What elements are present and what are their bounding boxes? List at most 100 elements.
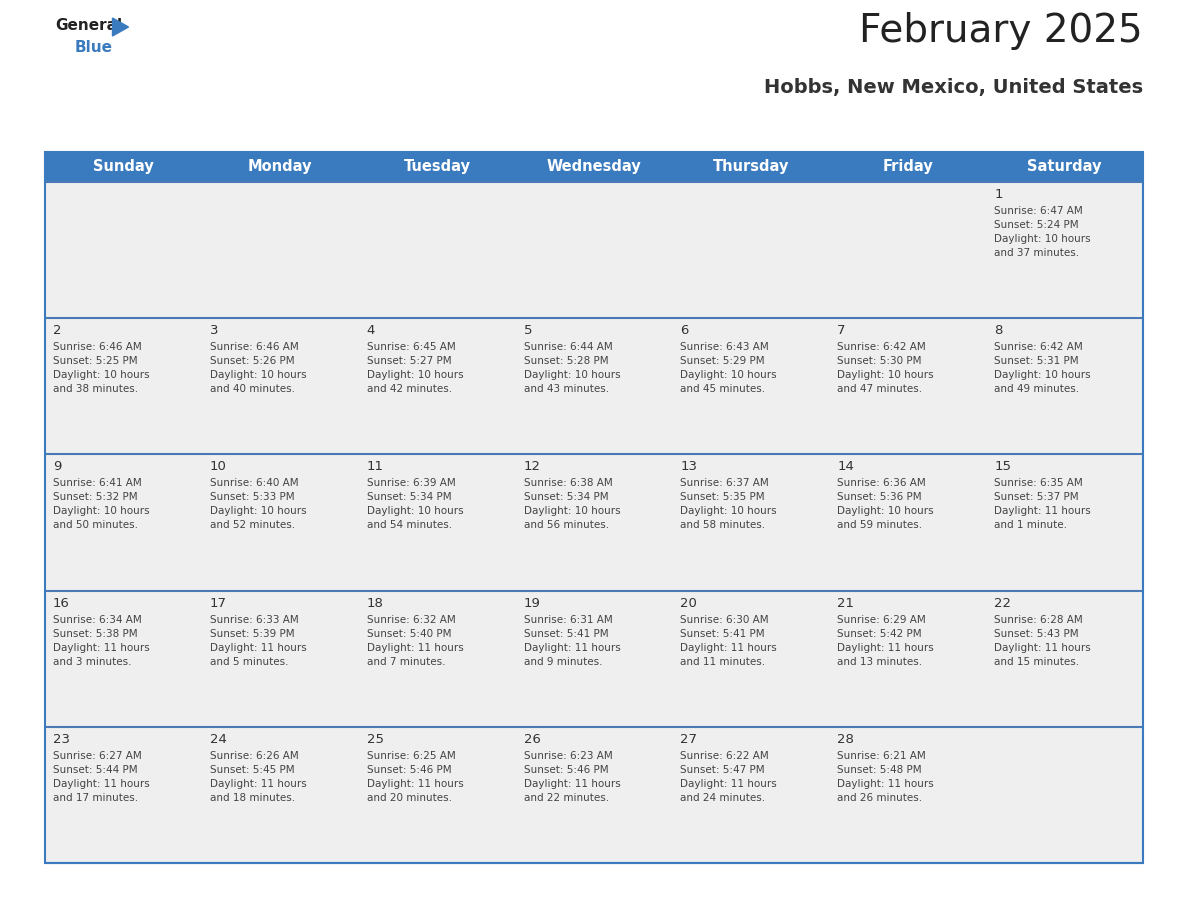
Text: 24: 24	[210, 733, 227, 745]
Text: Sunrise: 6:30 AM
Sunset: 5:41 PM
Daylight: 11 hours
and 11 minutes.: Sunrise: 6:30 AM Sunset: 5:41 PM Dayligh…	[681, 614, 777, 666]
Text: Sunrise: 6:42 AM
Sunset: 5:30 PM
Daylight: 10 hours
and 47 minutes.: Sunrise: 6:42 AM Sunset: 5:30 PM Dayligh…	[838, 342, 934, 394]
Text: 2: 2	[53, 324, 62, 337]
Polygon shape	[113, 18, 128, 36]
Text: Saturday: Saturday	[1028, 160, 1101, 174]
Bar	[202, 590, 359, 727]
Bar	[672, 590, 829, 727]
Text: 1: 1	[994, 188, 1003, 201]
Text: Friday: Friday	[883, 160, 933, 174]
Bar	[202, 454, 359, 590]
Bar	[829, 454, 986, 590]
Text: 13: 13	[681, 461, 697, 474]
Bar	[516, 182, 672, 319]
Text: Wednesday: Wednesday	[546, 160, 642, 174]
Bar	[672, 182, 829, 319]
Text: 26: 26	[524, 733, 541, 745]
Text: 22: 22	[994, 597, 1011, 610]
Text: Sunrise: 6:22 AM
Sunset: 5:47 PM
Daylight: 11 hours
and 24 minutes.: Sunrise: 6:22 AM Sunset: 5:47 PM Dayligh…	[681, 751, 777, 803]
Bar	[202, 182, 359, 319]
Bar	[516, 454, 672, 590]
Bar	[672, 727, 829, 863]
Text: Sunrise: 6:38 AM
Sunset: 5:34 PM
Daylight: 10 hours
and 56 minutes.: Sunrise: 6:38 AM Sunset: 5:34 PM Dayligh…	[524, 478, 620, 531]
Bar	[359, 454, 516, 590]
Bar	[516, 727, 672, 863]
Bar	[986, 319, 1143, 454]
Bar	[45, 727, 202, 863]
Text: 16: 16	[53, 597, 70, 610]
Text: Thursday: Thursday	[713, 160, 789, 174]
Text: 4: 4	[367, 324, 375, 337]
Bar	[986, 590, 1143, 727]
Bar	[829, 319, 986, 454]
Bar	[829, 182, 986, 319]
Text: Sunrise: 6:32 AM
Sunset: 5:40 PM
Daylight: 11 hours
and 7 minutes.: Sunrise: 6:32 AM Sunset: 5:40 PM Dayligh…	[367, 614, 463, 666]
Text: Sunrise: 6:41 AM
Sunset: 5:32 PM
Daylight: 10 hours
and 50 minutes.: Sunrise: 6:41 AM Sunset: 5:32 PM Dayligh…	[53, 478, 150, 531]
Text: 21: 21	[838, 597, 854, 610]
Text: Sunrise: 6:40 AM
Sunset: 5:33 PM
Daylight: 10 hours
and 52 minutes.: Sunrise: 6:40 AM Sunset: 5:33 PM Dayligh…	[210, 478, 307, 531]
Bar	[986, 182, 1143, 319]
Text: 23: 23	[53, 733, 70, 745]
Bar	[45, 152, 1143, 863]
Text: Sunrise: 6:33 AM
Sunset: 5:39 PM
Daylight: 11 hours
and 5 minutes.: Sunrise: 6:33 AM Sunset: 5:39 PM Dayligh…	[210, 614, 307, 666]
Text: 6: 6	[681, 324, 689, 337]
Text: Sunrise: 6:31 AM
Sunset: 5:41 PM
Daylight: 11 hours
and 9 minutes.: Sunrise: 6:31 AM Sunset: 5:41 PM Dayligh…	[524, 614, 620, 666]
Bar	[516, 319, 672, 454]
Text: Sunrise: 6:47 AM
Sunset: 5:24 PM
Daylight: 10 hours
and 37 minutes.: Sunrise: 6:47 AM Sunset: 5:24 PM Dayligh…	[994, 206, 1091, 258]
Text: Sunrise: 6:39 AM
Sunset: 5:34 PM
Daylight: 10 hours
and 54 minutes.: Sunrise: 6:39 AM Sunset: 5:34 PM Dayligh…	[367, 478, 463, 531]
Text: Sunrise: 6:42 AM
Sunset: 5:31 PM
Daylight: 10 hours
and 49 minutes.: Sunrise: 6:42 AM Sunset: 5:31 PM Dayligh…	[994, 342, 1091, 394]
Text: 17: 17	[210, 597, 227, 610]
Bar	[672, 454, 829, 590]
Bar	[359, 182, 516, 319]
Bar	[359, 319, 516, 454]
Text: Sunrise: 6:27 AM
Sunset: 5:44 PM
Daylight: 11 hours
and 17 minutes.: Sunrise: 6:27 AM Sunset: 5:44 PM Dayligh…	[53, 751, 150, 803]
Text: Sunrise: 6:23 AM
Sunset: 5:46 PM
Daylight: 11 hours
and 22 minutes.: Sunrise: 6:23 AM Sunset: 5:46 PM Dayligh…	[524, 751, 620, 803]
Text: 11: 11	[367, 461, 384, 474]
Text: Sunrise: 6:28 AM
Sunset: 5:43 PM
Daylight: 11 hours
and 15 minutes.: Sunrise: 6:28 AM Sunset: 5:43 PM Dayligh…	[994, 614, 1091, 666]
Text: 14: 14	[838, 461, 854, 474]
Bar	[359, 727, 516, 863]
Text: Sunrise: 6:34 AM
Sunset: 5:38 PM
Daylight: 11 hours
and 3 minutes.: Sunrise: 6:34 AM Sunset: 5:38 PM Dayligh…	[53, 614, 150, 666]
Text: Tuesday: Tuesday	[404, 160, 470, 174]
Text: 7: 7	[838, 324, 846, 337]
Text: Sunrise: 6:45 AM
Sunset: 5:27 PM
Daylight: 10 hours
and 42 minutes.: Sunrise: 6:45 AM Sunset: 5:27 PM Dayligh…	[367, 342, 463, 394]
Text: 25: 25	[367, 733, 384, 745]
Text: Sunrise: 6:46 AM
Sunset: 5:26 PM
Daylight: 10 hours
and 40 minutes.: Sunrise: 6:46 AM Sunset: 5:26 PM Dayligh…	[210, 342, 307, 394]
Text: 12: 12	[524, 461, 541, 474]
Text: 5: 5	[524, 324, 532, 337]
Bar	[45, 319, 202, 454]
Text: Sunrise: 6:25 AM
Sunset: 5:46 PM
Daylight: 11 hours
and 20 minutes.: Sunrise: 6:25 AM Sunset: 5:46 PM Dayligh…	[367, 751, 463, 803]
Bar	[45, 182, 202, 319]
Bar	[829, 590, 986, 727]
Text: 15: 15	[994, 461, 1011, 474]
Bar	[45, 590, 202, 727]
Text: Sunrise: 6:37 AM
Sunset: 5:35 PM
Daylight: 10 hours
and 58 minutes.: Sunrise: 6:37 AM Sunset: 5:35 PM Dayligh…	[681, 478, 777, 531]
Text: Sunrise: 6:36 AM
Sunset: 5:36 PM
Daylight: 10 hours
and 59 minutes.: Sunrise: 6:36 AM Sunset: 5:36 PM Dayligh…	[838, 478, 934, 531]
Text: General: General	[55, 18, 122, 33]
Bar	[986, 454, 1143, 590]
Text: February 2025: February 2025	[859, 12, 1143, 50]
Bar	[359, 590, 516, 727]
Text: Hobbs, New Mexico, United States: Hobbs, New Mexico, United States	[764, 78, 1143, 97]
Text: Sunrise: 6:44 AM
Sunset: 5:28 PM
Daylight: 10 hours
and 43 minutes.: Sunrise: 6:44 AM Sunset: 5:28 PM Dayligh…	[524, 342, 620, 394]
Text: 28: 28	[838, 733, 854, 745]
Text: Sunrise: 6:35 AM
Sunset: 5:37 PM
Daylight: 11 hours
and 1 minute.: Sunrise: 6:35 AM Sunset: 5:37 PM Dayligh…	[994, 478, 1091, 531]
Text: Sunday: Sunday	[93, 160, 153, 174]
Text: Sunrise: 6:26 AM
Sunset: 5:45 PM
Daylight: 11 hours
and 18 minutes.: Sunrise: 6:26 AM Sunset: 5:45 PM Dayligh…	[210, 751, 307, 803]
Text: Monday: Monday	[248, 160, 312, 174]
Bar	[986, 727, 1143, 863]
Text: 20: 20	[681, 597, 697, 610]
Bar	[202, 319, 359, 454]
Bar	[829, 727, 986, 863]
Text: Blue: Blue	[75, 40, 113, 55]
Text: 19: 19	[524, 597, 541, 610]
Bar	[45, 152, 1143, 182]
Text: 3: 3	[210, 324, 219, 337]
Text: Sunrise: 6:21 AM
Sunset: 5:48 PM
Daylight: 11 hours
and 26 minutes.: Sunrise: 6:21 AM Sunset: 5:48 PM Dayligh…	[838, 751, 934, 803]
Text: 10: 10	[210, 461, 227, 474]
Text: Sunrise: 6:43 AM
Sunset: 5:29 PM
Daylight: 10 hours
and 45 minutes.: Sunrise: 6:43 AM Sunset: 5:29 PM Dayligh…	[681, 342, 777, 394]
Bar	[202, 727, 359, 863]
Text: Sunrise: 6:29 AM
Sunset: 5:42 PM
Daylight: 11 hours
and 13 minutes.: Sunrise: 6:29 AM Sunset: 5:42 PM Dayligh…	[838, 614, 934, 666]
Bar	[672, 319, 829, 454]
Bar	[516, 590, 672, 727]
Text: 8: 8	[994, 324, 1003, 337]
